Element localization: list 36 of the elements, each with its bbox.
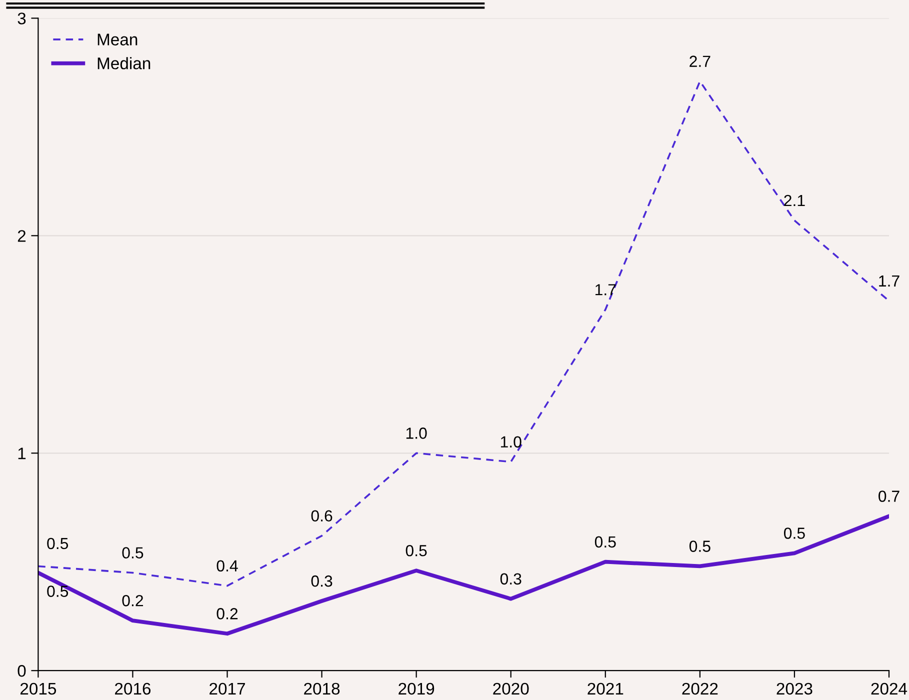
x-tick-label: 2023 [776,682,812,695]
data-label: 1.0 [406,428,427,439]
x-tick-label: 2016 [115,682,151,695]
x-tick-label: 2017 [210,682,245,695]
x-tick-label: 2022 [682,682,718,695]
data-label: 0.4 [216,560,238,572]
data-label: 1.7 [879,275,900,286]
data-label: 0.7 [878,490,900,502]
data-label: 0.5 [47,538,68,550]
data-label: 0.3 [500,573,522,585]
data-label: 1.0 [500,436,522,448]
data-label: 0.5 [594,536,616,548]
data-label: 0.2 [216,608,238,620]
data-label: 0.2 [122,595,144,606]
x-tick-label: 2024 [871,682,908,695]
x-tick-label: 2018 [304,682,340,695]
data-label: 0.5 [406,544,427,556]
data-label: 1.7 [596,284,616,296]
y-tick-label: 3 [18,12,26,24]
data-label: 0.5 [122,547,144,558]
data-label: 0.5 [47,586,68,597]
x-tick-label: 2019 [398,682,434,695]
data-label: 0.5 [784,528,805,539]
data-label: 0.6 [311,510,332,522]
legend-label: Median [98,57,150,70]
data-label: 2.7 [690,56,710,67]
x-tick-label: 2021 [588,682,624,695]
y-tick-label: 1 [18,448,26,460]
data-label: 0.3 [311,575,332,587]
y-tick-label: 2 [18,230,26,242]
legend-label: Mean [98,34,138,46]
x-tick-label: 2020 [493,682,529,695]
data-label: 2.1 [784,194,805,206]
data-label: 0.5 [689,540,710,552]
x-tick-label: 2015 [20,682,56,695]
y-tick-label: 0 [18,665,26,677]
